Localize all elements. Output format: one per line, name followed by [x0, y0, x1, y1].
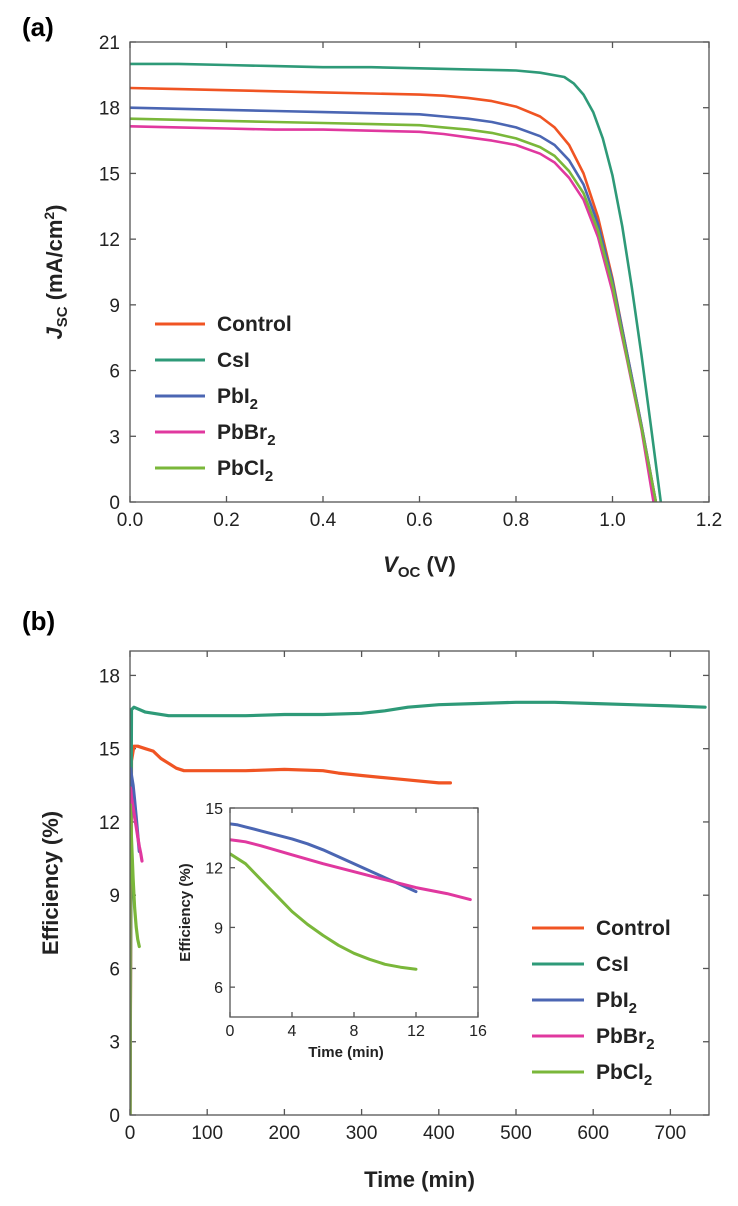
- chart-a-x-axis-label: VOC (V): [383, 552, 456, 581]
- inset-series-pbi2: [230, 822, 418, 894]
- chart-a-legend-label-pbi2: PbI2: [217, 385, 258, 413]
- inset-series-pbbr2: [230, 838, 472, 902]
- panel-label-b: (b): [22, 606, 55, 636]
- inset-series-pbcl2: [230, 852, 418, 971]
- efficiency-inset-chart: 0 4 8 12 16 6 9 12 15 Time (min) Efficiency (%): [177, 801, 487, 1061]
- chart-a-y-tick-label: 9: [109, 296, 120, 317]
- chart-b-y-tick-label: 9: [109, 886, 120, 907]
- inset-y-tick-label: 12: [205, 861, 223, 878]
- chart-a-series-group: [130, 62, 663, 502]
- inset-series-group: [230, 822, 472, 971]
- inset-y-tick-label: 15: [205, 801, 223, 818]
- inset-x-tick-label: 12: [407, 1023, 425, 1040]
- chart-b-x-tick-label: 300: [346, 1123, 378, 1144]
- chart-a-y-tick-label: 6: [109, 362, 120, 383]
- chart-a-y-axis-label: JSC (mA/cm2): [41, 204, 71, 339]
- inset-y-axis-label: Efficiency (%): [177, 863, 194, 961]
- chart-b-x-tick-label: 0: [125, 1123, 136, 1144]
- chart-b-legend-label-pbi2: PbI2: [596, 989, 637, 1017]
- chart-b-series-pbbr2: [130, 786, 144, 1115]
- chart-b-series-csi: [130, 700, 707, 1115]
- inset-x-axis-label: Time (min): [308, 1044, 384, 1061]
- chart-a-legend-label-pbbr2: PbBr2: [217, 421, 276, 449]
- chart-a-series-pbbr2: [130, 125, 655, 502]
- chart-a-x-tick-label: 1.0: [599, 510, 625, 531]
- inset-y-tick-label: 9: [214, 920, 223, 937]
- chart-a-y-tick-label: 12: [99, 230, 120, 251]
- efficiency-time-chart: 0 100 200 300 400 500 600 700 0 3 6 9 12 15 18 Time (mi…: [38, 650, 710, 1192]
- chart-b-y-axis-label: Efficiency (%): [38, 811, 63, 955]
- chart-b-x-tick-label: 500: [500, 1123, 532, 1144]
- chart-a-x-tick-label: 0.4: [310, 510, 337, 531]
- chart-a-y-tick-label: 0: [109, 493, 120, 514]
- chart-b-x-tick-label: 200: [269, 1123, 301, 1144]
- chart-b-legend: Control CsI PbI2 PbBr2 PbCl2: [532, 917, 671, 1089]
- chart-a-x-tick-label: 0.2: [213, 510, 239, 531]
- chart-a-y-tick-label: 21: [99, 33, 120, 54]
- chart-a-x-tick-label: 0.6: [406, 510, 432, 531]
- inset-x-tick-label: 8: [350, 1023, 359, 1040]
- chart-a-series-pbcl2: [130, 117, 658, 502]
- chart-a-legend: Control CsI PbI2 PbBr2 PbCl2: [155, 313, 292, 485]
- chart-b-y-tick-label: 15: [99, 740, 120, 761]
- jv-curve-chart: 0.0 0.2 0.4 0.6 0.8 1.0 1.2 0 3 6 9 12 15 18 21 VOC (V)…: [41, 33, 722, 581]
- chart-b-x-axis-label: Time (min): [364, 1167, 475, 1192]
- inset-plot-frame: [229, 807, 479, 1018]
- chart-b-y-tick-label: 6: [109, 959, 120, 980]
- chart-a-series-csi: [130, 62, 663, 502]
- chart-b-x-tick-label: 100: [191, 1123, 223, 1144]
- chart-a-legend-label-control: Control: [217, 313, 292, 336]
- chart-b-x-tick-label: 400: [423, 1123, 455, 1144]
- chart-b-y-tick-label: 18: [99, 666, 120, 687]
- chart-a-series-control: [130, 86, 658, 502]
- inset-x-tick-label: 4: [288, 1023, 297, 1040]
- chart-a-x-tick-label: 1.2: [696, 510, 722, 531]
- chart-a-y-tick-label: 15: [99, 164, 120, 185]
- chart-a-x-tick-label: 0.8: [503, 510, 529, 531]
- chart-a-x-tick-label: 0.0: [117, 510, 143, 531]
- chart-b-plot-frame: [129, 650, 710, 1116]
- chart-b-y-tick-label: 3: [109, 1033, 120, 1054]
- chart-b-y-tick-label: 0: [109, 1106, 120, 1127]
- chart-b-y-tick-label: 12: [99, 813, 120, 834]
- chart-a-plot-frame: [129, 41, 710, 503]
- chart-b-legend-label-csi: CsI: [596, 953, 629, 976]
- chart-b-x-tick-label: 600: [577, 1123, 609, 1144]
- inset-x-tick-label: 16: [469, 1023, 487, 1040]
- inset-x-tick-label: 0: [226, 1023, 235, 1040]
- inset-y-tick-label: 6: [214, 980, 223, 997]
- chart-a-legend-label-csi: CsI: [217, 349, 250, 372]
- chart-a-series-pbi2: [130, 106, 658, 502]
- chart-b-legend-label-control: Control: [596, 917, 671, 940]
- chart-a-y-tick-label: 3: [109, 427, 120, 448]
- chart-b-legend-label-pbcl2: PbCl2: [596, 1061, 652, 1089]
- inset-background: [230, 808, 478, 1017]
- chart-b-x-tick-label: 700: [655, 1123, 687, 1144]
- chart-a-y-tick-label: 18: [99, 99, 120, 120]
- chart-b-legend-label-pbbr2: PbBr2: [596, 1025, 655, 1053]
- panel-label-a: (a): [22, 12, 54, 42]
- chart-b-series-control: [130, 744, 452, 1115]
- chart-a-legend-label-pbcl2: PbCl2: [217, 457, 273, 485]
